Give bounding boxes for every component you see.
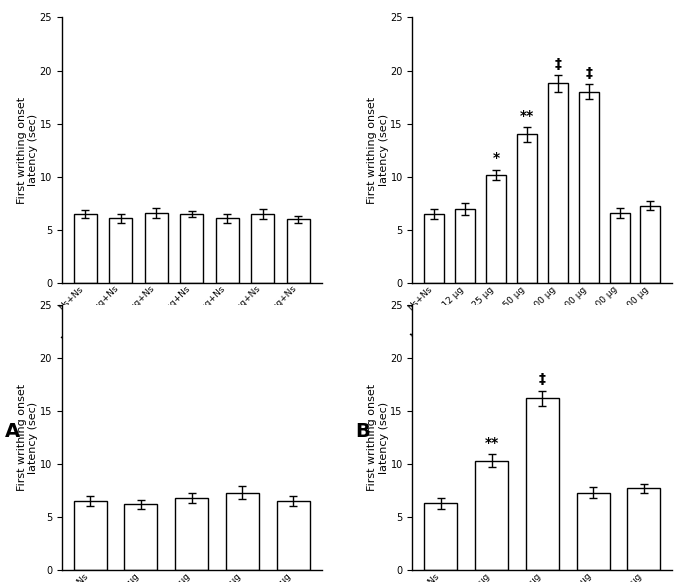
Text: B: B (355, 421, 370, 441)
Bar (73, 214, 97, 283)
Bar (175, 498, 208, 570)
Bar (180, 214, 203, 283)
Bar (610, 213, 630, 283)
Bar (526, 398, 559, 570)
Bar (579, 92, 599, 283)
Text: A: A (5, 421, 20, 441)
Bar (287, 219, 310, 283)
Text: ‡: ‡ (554, 56, 561, 70)
Bar (548, 83, 568, 283)
Text: ‡: ‡ (539, 372, 546, 386)
Text: *: * (493, 151, 499, 165)
Y-axis label: First writhing onset
latency (sec): First writhing onset latency (sec) (16, 384, 38, 491)
Text: **: ** (520, 109, 534, 123)
Bar (276, 501, 310, 570)
Bar (577, 493, 610, 570)
Bar (226, 493, 259, 570)
Bar (517, 134, 537, 283)
Bar (424, 503, 458, 570)
Bar (145, 213, 167, 283)
Bar (475, 461, 508, 570)
Y-axis label: First writhing onset
latency (sec): First writhing onset latency (sec) (367, 97, 389, 204)
Bar (641, 205, 661, 283)
Bar (215, 218, 239, 283)
Bar (628, 488, 661, 570)
Bar (109, 218, 132, 283)
Bar (424, 214, 445, 283)
Bar (251, 214, 274, 283)
Text: ‡: ‡ (585, 66, 592, 80)
Text: **: ** (484, 436, 499, 450)
Bar (486, 175, 506, 283)
Y-axis label: First writhing onset
latency (sec): First writhing onset latency (sec) (16, 97, 38, 204)
Bar (455, 209, 475, 283)
Bar (73, 501, 106, 570)
Y-axis label: First writhing onset
latency (sec): First writhing onset latency (sec) (367, 384, 389, 491)
Bar (124, 505, 157, 570)
